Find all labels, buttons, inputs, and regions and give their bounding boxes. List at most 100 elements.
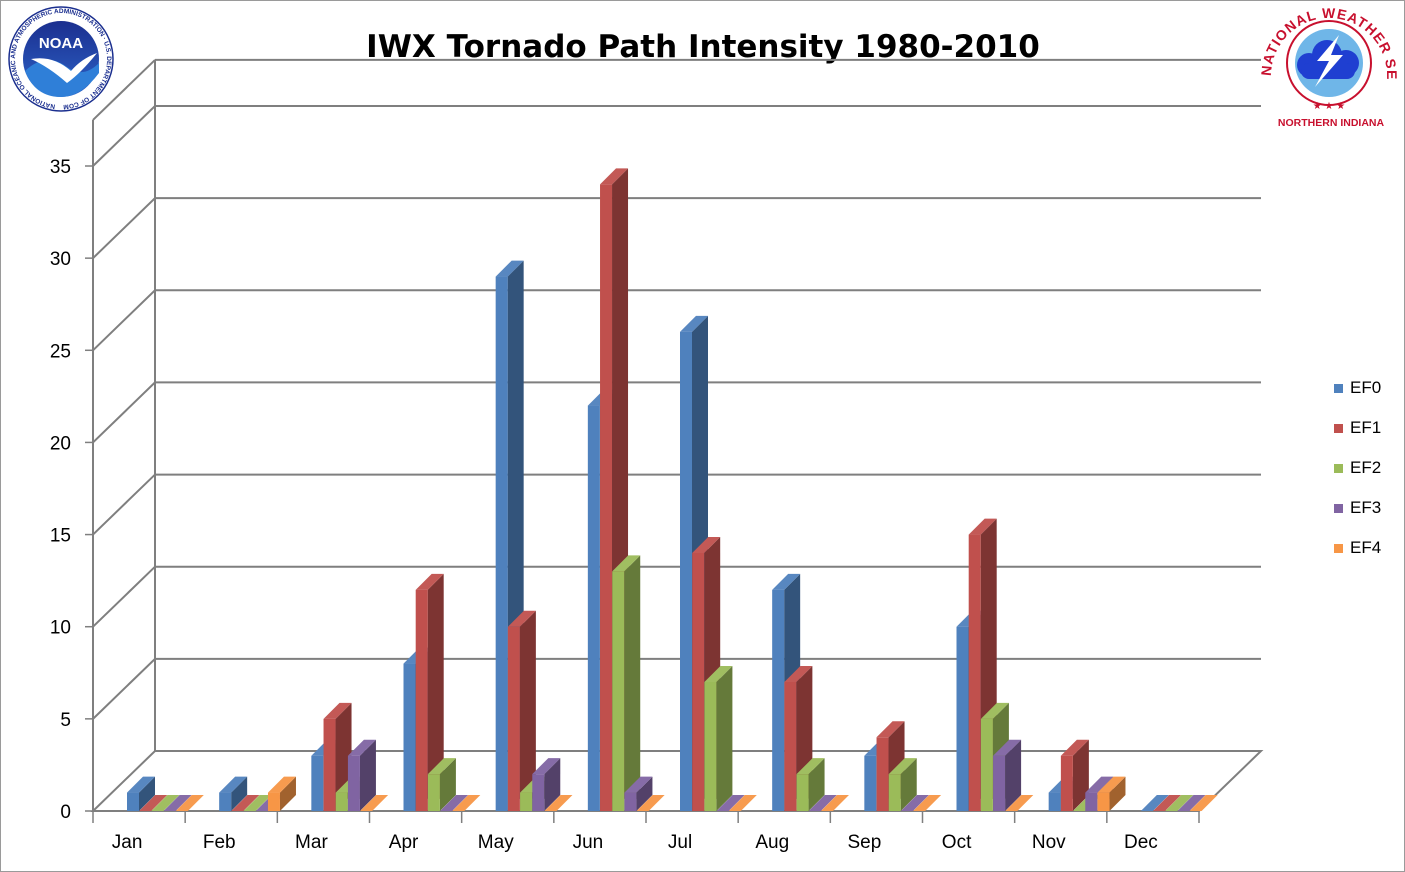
bar-EF1-Nov: [1060, 739, 1089, 811]
bar-side: [1072, 739, 1089, 811]
x-tick-label: Jun: [573, 832, 604, 853]
bar-EF4-Feb: [267, 776, 296, 811]
bar-EF3-May: [532, 758, 561, 811]
bar-top: [1060, 739, 1089, 756]
bar-top: [1165, 795, 1194, 811]
bar-EF2-Jun: [612, 555, 641, 811]
legend: EF0 EF1 EF2 EF3 EF4: [1334, 378, 1381, 557]
bar-front: [532, 774, 545, 811]
bar-front: [587, 405, 600, 811]
bar-top: [267, 776, 296, 793]
bar-front: [495, 276, 508, 812]
gridline: [92, 381, 1261, 444]
bar-front: [980, 718, 993, 811]
legend-swatch: [1334, 384, 1343, 393]
bar-EF4-Dec: [1189, 795, 1218, 811]
bar-front: [692, 553, 705, 811]
bar-side: [900, 758, 917, 811]
bar-front: [784, 682, 797, 811]
x-tick-label: Oct: [942, 832, 972, 853]
bar-EF3-Sep: [900, 795, 929, 811]
bar-EF4-Jan: [175, 795, 204, 811]
bar-side: [624, 555, 641, 811]
bar-EF4-Aug: [820, 795, 849, 811]
bar-side: [636, 776, 653, 811]
bar-front: [219, 792, 232, 811]
bar-EF1-Feb: [231, 795, 260, 811]
bar-top: [1085, 776, 1114, 793]
bar-side: [544, 758, 561, 811]
x-tick-label: Sep: [848, 832, 882, 853]
bar-front: [993, 755, 1006, 811]
y-tick-label: 25: [50, 341, 71, 362]
gridline: [92, 105, 1261, 167]
bar-EF4-Nov: [1097, 776, 1126, 811]
bar-front: [507, 626, 520, 811]
bar-EF2-Apr: [427, 758, 456, 811]
bar-front: [127, 792, 139, 811]
x-tick-label: May: [478, 832, 514, 853]
bar-top: [127, 776, 155, 793]
bar-EF2-Feb: [243, 795, 272, 811]
y-tick-label: 10: [50, 618, 71, 639]
bar-side: [716, 666, 733, 811]
bar-top: [1005, 795, 1034, 811]
bar-front: [323, 718, 336, 811]
bar-front: [427, 774, 440, 811]
bar-EF3-Dec: [1177, 795, 1206, 811]
bar-front: [1085, 792, 1098, 811]
nws-logo-caption: NORTHERN INDIANA: [1278, 117, 1385, 129]
legend-swatch: [1334, 424, 1343, 433]
bar-top: [163, 795, 192, 811]
legend-item-EF2: EF2: [1334, 458, 1381, 477]
bar-front: [796, 774, 809, 811]
gridline: [92, 289, 1261, 352]
bar-top: [772, 573, 801, 590]
bar-top: [993, 739, 1022, 756]
bar-front: [520, 792, 533, 811]
bar-EF3-Jun: [624, 776, 653, 811]
y-tick-label: 20: [50, 433, 71, 454]
bar-EF4-Mar: [360, 795, 389, 811]
legend-item-EF3: EF3: [1334, 498, 1381, 517]
bar-top: [716, 795, 745, 811]
bar-front: [624, 792, 637, 811]
bar-EF4-Jul: [728, 795, 757, 811]
bar-front: [968, 534, 981, 811]
bar-EF1-Jan: [139, 795, 168, 811]
bar-EF4-Jun: [636, 795, 665, 811]
bar-front: [1048, 792, 1061, 811]
bar-top: [680, 315, 708, 332]
bars: [127, 168, 1218, 812]
bar-top: [495, 260, 524, 277]
bar-front: [704, 682, 717, 811]
bar-EF4-Sep: [913, 795, 942, 811]
bar-side: [808, 758, 825, 811]
y-tick-label: 15: [50, 526, 71, 547]
bar-top: [1153, 795, 1182, 811]
bar-top: [360, 795, 389, 811]
bar-top: [728, 795, 757, 811]
bar-top: [784, 666, 813, 682]
bar-front: [347, 755, 360, 811]
bar-EF1-May: [507, 610, 536, 811]
bar-top: [600, 168, 629, 185]
bar-top: [151, 795, 180, 811]
noaa-logo: NATIONAL OCEANIC AND ATMOSPHERIC ADMINIS…: [1, 1, 114, 112]
bar-top: [243, 795, 272, 811]
bar-EF4-Oct: [1005, 795, 1034, 811]
legend-label: EF2: [1350, 458, 1381, 477]
bar-EF2-Jan: [151, 795, 180, 811]
bar-side: [231, 776, 248, 811]
bar-EF3-Oct: [993, 739, 1022, 811]
bar-top: [532, 758, 561, 775]
bar-top: [440, 795, 469, 811]
bar-EF4-Apr: [452, 795, 481, 811]
x-tick-label: Nov: [1032, 832, 1066, 853]
legend-label: EF0: [1350, 378, 1381, 397]
bar-EF2-Sep: [888, 758, 917, 811]
x-tick-label: Mar: [295, 832, 328, 853]
bar-front: [267, 792, 280, 811]
bar-EF1-Dec: [1153, 795, 1182, 811]
